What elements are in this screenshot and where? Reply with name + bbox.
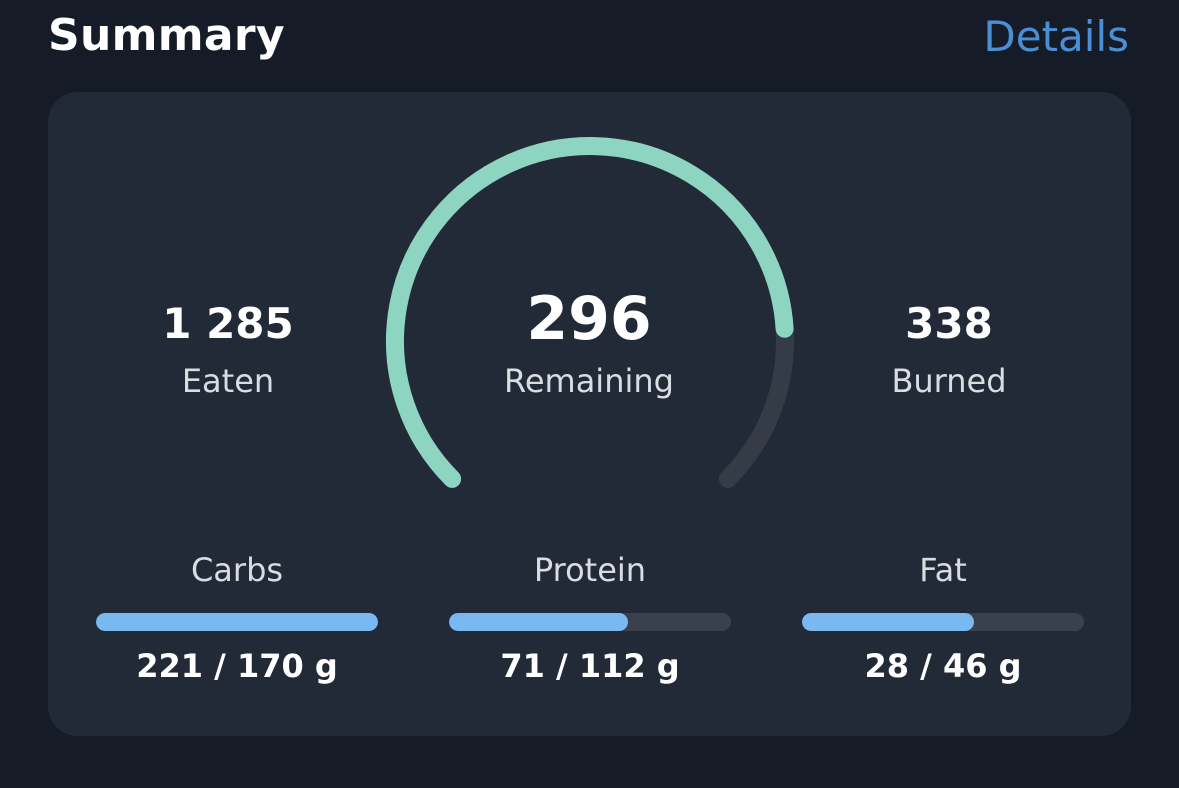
eaten-value: 1 285: [162, 299, 294, 348]
burned-stat: 338 Burned: [819, 298, 1079, 400]
macro-carbs-bar: [96, 613, 378, 631]
summary-card[interactable]: 1 285 Eaten 296 Remaining 338 Burned Car…: [48, 92, 1131, 736]
remaining-label: Remaining: [504, 362, 674, 400]
macro-fat: Fat 28 / 46 g: [802, 550, 1084, 685]
page-title: Summary: [48, 10, 285, 61]
macro-protein-amount: 71 / 112 g: [500, 647, 680, 685]
burned-value: 338: [905, 299, 993, 348]
macro-protein-bar: [449, 613, 731, 631]
macro-protein: Protein 71 / 112 g: [449, 550, 731, 685]
eaten-label: Eaten: [181, 362, 275, 400]
remaining-stat: 296 Remaining: [439, 284, 739, 400]
eaten-stat: 1 285 Eaten: [98, 298, 358, 400]
macro-carbs-label: Carbs: [190, 551, 284, 589]
calorie-ring-fill: [386, 137, 794, 488]
macro-fat-label: Fat: [919, 551, 967, 589]
macro-fat-amount: 28 / 46 g: [864, 647, 1022, 685]
remaining-value: 296: [526, 284, 652, 354]
macro-carbs: Carbs 221 / 170 g: [96, 550, 378, 685]
macro-protein-label: Protein: [533, 551, 647, 589]
details-link[interactable]: Details: [983, 12, 1129, 61]
macro-fat-bar-fill: [802, 613, 974, 631]
burned-label: Burned: [891, 362, 1007, 400]
macro-carbs-bar-fill: [96, 613, 378, 631]
macro-fat-bar: [802, 613, 1084, 631]
macro-protein-bar-fill: [449, 613, 628, 631]
calorie-ring: [386, 137, 794, 488]
macro-carbs-amount: 221 / 170 g: [136, 647, 338, 685]
